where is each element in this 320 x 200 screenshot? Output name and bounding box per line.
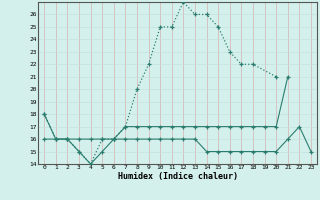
X-axis label: Humidex (Indice chaleur): Humidex (Indice chaleur)	[118, 172, 238, 181]
